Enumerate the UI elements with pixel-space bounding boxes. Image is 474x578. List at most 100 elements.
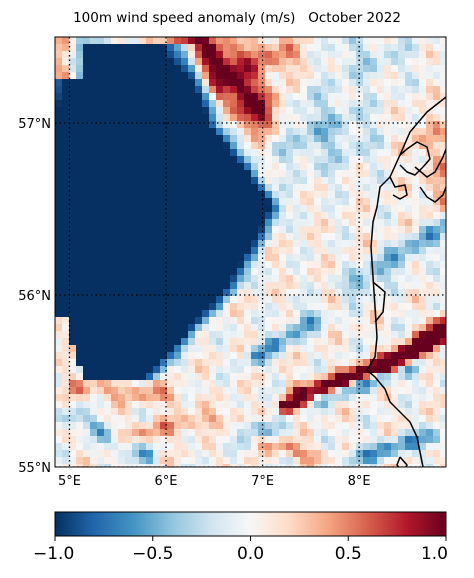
field-cell: [55, 443, 63, 451]
field-cell: [265, 149, 273, 157]
field-cell: [440, 373, 446, 381]
field-cell: [139, 352, 147, 360]
field-cell: [258, 464, 266, 467]
field-cell: [279, 72, 287, 80]
field-cell: [146, 135, 154, 143]
field-cell: [188, 177, 196, 185]
field-cell: [223, 380, 231, 388]
field-cell: [125, 72, 133, 80]
field-cell: [405, 65, 413, 73]
field-cell: [251, 275, 259, 283]
field-cell: [216, 205, 224, 213]
field-cell: [111, 324, 119, 332]
field-cell: [216, 212, 224, 220]
field-cell: [139, 177, 147, 185]
field-cell: [76, 303, 84, 311]
field-cell: [384, 464, 392, 467]
field-cell: [146, 86, 154, 94]
field-cell: [230, 107, 238, 115]
field-cell: [237, 212, 245, 220]
field-cell: [272, 373, 280, 381]
field-cell: [356, 352, 364, 360]
field-cell: [307, 324, 315, 332]
field-cell: [216, 135, 224, 143]
field-cell: [356, 51, 364, 59]
field-cell: [202, 114, 210, 122]
field-cell: [419, 149, 427, 157]
field-cell: [405, 317, 413, 325]
field-cell: [377, 275, 385, 283]
field-cell: [83, 170, 91, 178]
field-cell: [202, 191, 210, 199]
field-cell: [412, 58, 420, 66]
field-cell: [55, 198, 63, 206]
field-cell: [132, 450, 140, 458]
field-cell: [356, 142, 364, 150]
field-cell: [146, 198, 154, 206]
field-cell: [104, 401, 112, 409]
field-cell: [384, 401, 392, 409]
field-cell: [90, 310, 98, 318]
field-cell: [440, 345, 446, 353]
field-cell: [426, 317, 434, 325]
field-cell: [272, 366, 280, 374]
field-cell: [62, 163, 70, 171]
field-cell: [272, 352, 280, 360]
field-cell: [237, 464, 245, 467]
field-cell: [391, 254, 399, 262]
field-cell: [237, 219, 245, 227]
field-cell: [90, 408, 98, 416]
field-cell: [132, 394, 140, 402]
field-cell: [216, 191, 224, 199]
field-cell: [104, 310, 112, 318]
field-cell: [230, 415, 238, 423]
field-cell: [139, 219, 147, 227]
field-cell: [146, 380, 154, 388]
field-cell: [265, 352, 273, 360]
field-cell: [223, 58, 231, 66]
field-cell: [300, 114, 308, 122]
field-cell: [370, 128, 378, 136]
field-cell: [258, 142, 266, 150]
field-cell: [426, 149, 434, 157]
field-cell: [370, 114, 378, 122]
field-cell: [76, 135, 84, 143]
field-cell: [188, 443, 196, 451]
field-cell: [146, 65, 154, 73]
field-cell: [286, 247, 294, 255]
field-cell: [230, 142, 238, 150]
coastline-main: [366, 96, 446, 467]
field-cell: [286, 345, 294, 353]
field-cell: [258, 128, 266, 136]
field-cell: [167, 233, 175, 241]
field-cell: [202, 79, 210, 87]
field-cell: [216, 338, 224, 346]
field-cell: [83, 387, 91, 395]
field-cell: [62, 373, 70, 381]
field-cell: [265, 345, 273, 353]
field-cell: [160, 261, 168, 269]
field-cell: [377, 233, 385, 241]
field-cell: [314, 422, 322, 430]
field-cell: [258, 331, 266, 339]
field-cell: [391, 107, 399, 115]
field-cell: [90, 170, 98, 178]
field-cell: [363, 79, 371, 87]
field-cell: [174, 345, 182, 353]
field-cell: [419, 93, 427, 101]
field-cell: [76, 233, 84, 241]
field-cell: [286, 177, 294, 185]
field-cell: [335, 51, 343, 59]
field-cell: [251, 184, 259, 192]
field-cell: [426, 401, 434, 409]
field-cell: [181, 226, 189, 234]
field-cell: [293, 422, 301, 430]
field-cell: [244, 275, 252, 283]
field-cell: [363, 163, 371, 171]
field-cell: [146, 450, 154, 458]
field-cell: [258, 212, 266, 220]
field-cell: [279, 170, 287, 178]
field-cell: [314, 380, 322, 388]
field-cell: [160, 135, 168, 143]
field-cell: [153, 261, 161, 269]
